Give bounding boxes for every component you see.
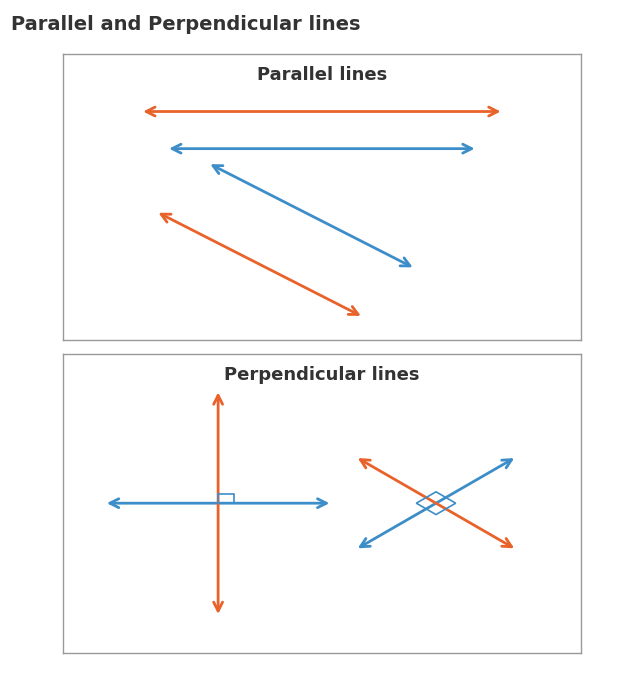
Text: Parallel and Perpendicular lines: Parallel and Perpendicular lines: [11, 15, 361, 34]
Text: Parallel lines: Parallel lines: [257, 66, 387, 84]
Bar: [218, 494, 234, 503]
Text: Perpendicular lines: Perpendicular lines: [224, 366, 419, 384]
